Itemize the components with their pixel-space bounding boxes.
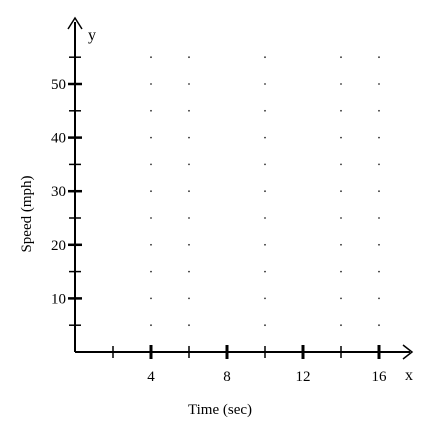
axis-ticks [68, 56, 381, 359]
grid-dot [378, 217, 380, 219]
x-tick-label: 4 [147, 369, 155, 385]
grid-dot [340, 243, 342, 246]
grid-dot [340, 217, 342, 219]
grid-dot [188, 243, 190, 246]
grid-dot [188, 297, 190, 300]
grid-dot [150, 190, 152, 193]
grid-dot [264, 297, 266, 300]
y-tick-label: 10 [51, 291, 66, 307]
grid-dots [150, 56, 380, 327]
grid-dot [264, 217, 266, 219]
grid-dot [264, 136, 266, 139]
grid-dot [188, 83, 190, 85]
grid-dot [378, 109, 380, 112]
y-tick-label: 50 [51, 77, 66, 93]
grid-dot [188, 56, 190, 59]
grid-dot [264, 109, 266, 112]
grid-dot [264, 56, 266, 59]
grid-dot [150, 217, 152, 219]
grid-dot [340, 270, 342, 273]
axes [67, 16, 414, 360]
x-axis-name: x [405, 367, 413, 384]
grid-dot [378, 297, 380, 300]
grid-dot [264, 324, 266, 327]
y-axis-name: y [88, 27, 96, 44]
grid-dot [188, 109, 190, 112]
y-tick-label: 30 [51, 184, 66, 200]
grid-dot [378, 83, 380, 85]
grid-dot [150, 83, 152, 85]
grid-dot [150, 109, 152, 112]
x-tick-label: 16 [372, 369, 388, 385]
grid-dot [188, 136, 190, 139]
grid-dot [188, 163, 190, 166]
grid-dot [340, 83, 342, 85]
grid-dot [378, 56, 380, 59]
grid-dot [340, 136, 342, 139]
grid-dot [378, 163, 380, 166]
y-axis-label: Speed (mph) [19, 175, 35, 252]
y-tick-label: 40 [51, 131, 66, 147]
grid-dot [150, 297, 152, 300]
y-tick-label: 20 [51, 238, 66, 254]
grid-dot [150, 56, 152, 59]
grid-dot [150, 136, 152, 139]
grid-dot [340, 324, 342, 327]
grid-dot [340, 163, 342, 166]
grid-dot [340, 190, 342, 193]
grid-dot [378, 270, 380, 273]
grid-dot [378, 136, 380, 139]
grid-dot [188, 324, 190, 327]
grid-dot [264, 190, 266, 193]
grid-dot [150, 270, 152, 273]
grid-dot [264, 83, 266, 85]
grid-dot [340, 56, 342, 59]
grid-dot [188, 217, 190, 219]
grid-dot [264, 270, 266, 273]
x-axis-label: Time (sec) [188, 402, 252, 418]
x-axis-arrow-icon [402, 344, 414, 360]
axis-labels: y x Time (sec) Speed (mph) 4 8 12 16 10 20 30 4… [19, 27, 413, 418]
grid-dot [150, 163, 152, 166]
grid-dot [150, 324, 152, 327]
grid-dot [340, 109, 342, 112]
x-tick-label: 8 [223, 369, 231, 385]
grid-dot [188, 270, 190, 273]
grid-dot [378, 324, 380, 327]
grid-dot [378, 190, 380, 193]
x-tick-label: 12 [296, 369, 311, 385]
grid-dot [378, 243, 380, 246]
grid-dot [340, 297, 342, 300]
grid-dot [188, 190, 190, 193]
grid-dot [150, 243, 152, 246]
grid-dot [264, 163, 266, 166]
y-axis-arrow-icon [67, 16, 83, 30]
grid-dot [264, 243, 266, 246]
